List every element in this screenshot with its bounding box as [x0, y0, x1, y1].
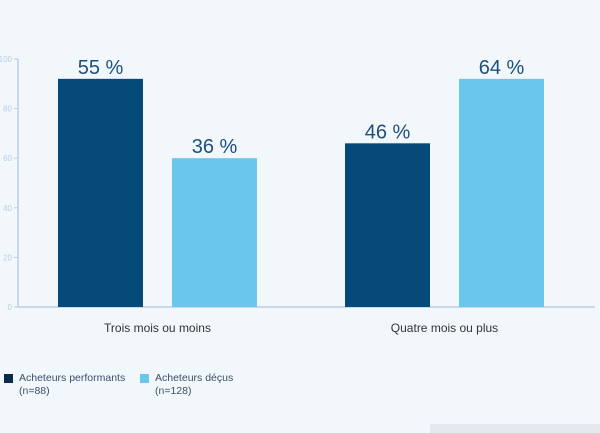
legend-swatch-performants — [4, 374, 13, 383]
legend-item-decus: Acheteurs déçus (n=128) — [140, 372, 233, 398]
x-tick-label: Trois mois ou moins — [104, 321, 211, 335]
bottom-strip — [430, 424, 600, 433]
data-label: 46 % — [365, 121, 411, 143]
bar — [459, 78, 544, 307]
legend-label-performants: Acheteurs performants — [19, 372, 126, 384]
x-tick-label: Quatre mois ou plus — [391, 321, 498, 335]
legend-sample-decus: (n=128) — [155, 385, 192, 397]
y-tick-label: 20 — [3, 253, 12, 262]
bar — [58, 78, 143, 307]
data-label: 64 % — [479, 57, 525, 79]
y-tick-label: 60 — [3, 154, 12, 163]
data-label: 55 % — [78, 57, 124, 79]
bar — [172, 158, 257, 307]
y-tick-label: 40 — [3, 204, 12, 213]
legend-sample-performants: (n=88) — [19, 385, 50, 397]
data-label: 36 % — [192, 136, 238, 158]
y-tick-label: 80 — [3, 105, 12, 114]
legend-label-decus: Acheteurs déçus — [155, 372, 234, 384]
legend-swatch-decus — [140, 374, 149, 383]
legend-item-performants: Acheteurs performants (n=88) — [4, 372, 125, 398]
bar — [345, 143, 430, 307]
y-tick-label: 0 — [8, 303, 13, 312]
y-tick-label: 100 — [0, 55, 13, 64]
